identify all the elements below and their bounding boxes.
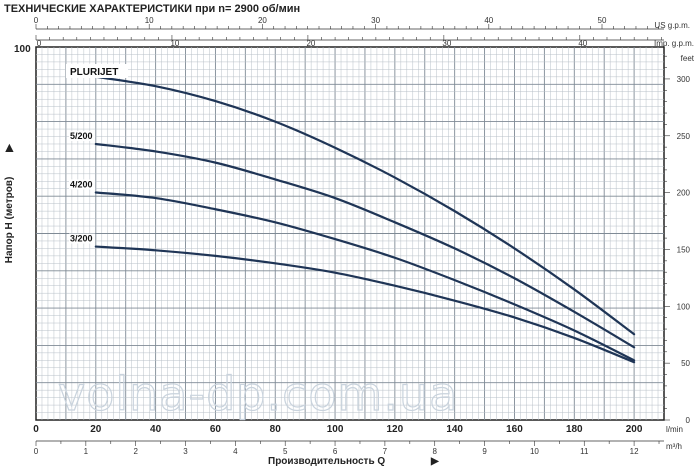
- chart-title: ТЕХНИЧЕСКИЕ ХАРАКТЕРИСТИКИ при n= 2900 о…: [4, 3, 300, 15]
- x-tick-label: 140: [446, 424, 463, 435]
- y-axis-label-group: Напор H (метров): [4, 177, 15, 264]
- x-tick-label: 20: [90, 424, 102, 435]
- series-line-5-200: [94, 142, 636, 349]
- m3h-tick-label: 12: [630, 447, 639, 456]
- us-gpm-tick-label: 20: [258, 16, 267, 25]
- imp-gpm-tick-label: 30: [442, 39, 451, 48]
- m3h-tick-label: 1: [84, 447, 89, 456]
- curves: [94, 75, 636, 364]
- series-label-3-200: 3/200: [70, 234, 93, 244]
- us-gpm-tick-label: 10: [145, 16, 154, 25]
- feet-tick-label: 0: [686, 416, 691, 425]
- x-tick-label: 60: [210, 424, 222, 435]
- feet-tick-label: 100: [677, 302, 691, 311]
- m3h-tick-label: 5: [283, 447, 288, 456]
- us-gpm-tick-label: 30: [371, 16, 380, 25]
- series-label-bg: [69, 179, 95, 190]
- us-gpm-tick-label: 0: [34, 16, 39, 25]
- y-axis-label: Напор H (метров): [4, 177, 15, 264]
- series-label-bg: [69, 130, 95, 141]
- m3h-tick-label: 0: [34, 447, 39, 456]
- x-axis-arrow: ▶: [430, 456, 440, 467]
- x-unit-label: l/min: [666, 425, 683, 434]
- m3h-tick-label: 7: [383, 447, 388, 456]
- m3h-tick-label: 8: [433, 447, 438, 456]
- x-tick-label: 200: [626, 424, 643, 435]
- m3h-tick-label: 3: [183, 447, 188, 456]
- top-axes: 0 10 20 30 40 50 US g.p.m. 0 10 20 30 40 Imp. g.p.m.: [34, 16, 694, 48]
- imp-gpm-tick-label: 0: [37, 39, 42, 48]
- watermark-text: volna-dp.com.ua: [58, 367, 458, 421]
- us-gpm-unit: US g.p.m.: [654, 21, 690, 30]
- x-tick-label: 120: [387, 424, 404, 435]
- series-line-3-200: [94, 245, 636, 364]
- x-tick-label: 40: [150, 424, 162, 435]
- feet-tick-label: 150: [677, 245, 691, 254]
- us-gpm-tick-label: 50: [598, 16, 607, 25]
- series-label-bg: [69, 233, 95, 244]
- m3h-tick-label: 9: [482, 447, 487, 456]
- m3h-unit-label: m³/h: [666, 442, 682, 451]
- x-tick-label: 0: [33, 424, 39, 435]
- right-axis: 0 50 100 150 200 250 300 feet: [664, 54, 695, 425]
- model-label-box: [66, 64, 128, 78]
- series-label-4-200: 4/200: [70, 179, 93, 189]
- watermark: volna-dp.com.ua: [57, 366, 458, 421]
- feet-tick-label: 250: [677, 132, 691, 141]
- feet-tick-label: 200: [677, 189, 691, 198]
- series-line-6-200: [94, 75, 636, 336]
- feet-tick-label: 50: [681, 359, 690, 368]
- m3h-tick-label: 4: [233, 447, 238, 456]
- m3h-tick-label: 11: [580, 447, 589, 456]
- m3h-tick-label: 2: [133, 447, 138, 456]
- y-axis-top-value: 100: [14, 44, 31, 55]
- m3h-tick-label: 10: [530, 447, 539, 456]
- series-line-4-200: [94, 191, 636, 362]
- feet-unit-label: feet: [681, 54, 695, 63]
- imp-gpm-tick-label: 20: [306, 39, 315, 48]
- us-gpm-tick-label: 40: [484, 16, 493, 25]
- m3h-tick-label: 6: [333, 447, 338, 456]
- feet-tick-label: 300: [677, 75, 691, 84]
- imp-gpm-unit: Imp. g.p.m.: [654, 39, 694, 48]
- imp-gpm-tick-label: 10: [170, 39, 179, 48]
- x-tick-label: 80: [270, 424, 282, 435]
- x-tick-label: 160: [506, 424, 523, 435]
- model-label: PLURIJET: [70, 67, 118, 78]
- imp-gpm-tick-label: 40: [578, 39, 587, 48]
- x-axis-label: Производительность Q: [268, 456, 385, 467]
- series-label-5-200: 5/200: [70, 131, 93, 141]
- y-axis-arrow: ▶: [4, 143, 15, 153]
- grid: [35, 46, 665, 421]
- x-tick-label: 100: [327, 424, 344, 435]
- x-tick-label: 180: [566, 424, 583, 435]
